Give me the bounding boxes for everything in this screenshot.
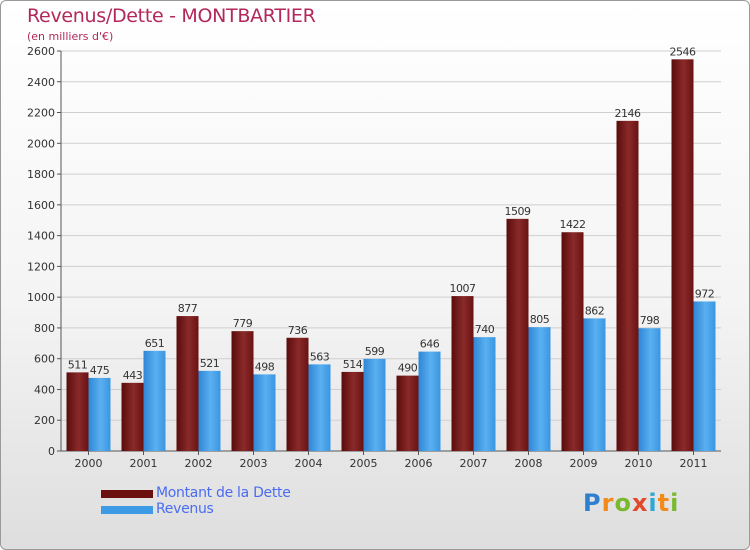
data-label-revenue: 651 [145,337,165,350]
y-tick-label: 2600 [27,45,55,58]
data-label-revenue: 646 [420,338,440,351]
y-tick-label: 200 [34,414,55,427]
data-label-debt: 443 [123,369,143,382]
x-tick-label: 2002 [185,457,213,470]
data-label-revenue: 862 [585,304,605,317]
data-label-debt: 2146 [615,107,641,120]
bar-revenue [583,318,606,451]
logo-letter: o [614,489,632,517]
y-tick-label: 2400 [27,76,55,89]
bar-revenue [528,327,551,451]
bar-debt [121,382,144,451]
proxiti-logo: Proxiti [583,489,679,517]
data-label-debt: 877 [178,302,198,315]
y-tick-label: 600 [34,353,55,366]
bar-debt [341,371,364,451]
data-label-revenue: 740 [475,323,495,336]
x-tick-label: 2003 [240,457,268,470]
y-tick-label: 1200 [27,260,55,273]
y-tick-label: 1800 [27,168,55,181]
x-tick-label: 2004 [295,457,323,470]
logo-letter: P [583,489,602,517]
data-label-debt: 1509 [505,205,531,218]
legend-label-debt: Montant de la Dette [156,485,291,501]
data-label-revenue: 521 [200,357,220,370]
data-label-debt: 779 [233,317,253,330]
bar-revenue [363,358,386,451]
x-tick-label: 2001 [130,457,158,470]
x-tick-label: 2009 [570,457,598,470]
bar-debt [506,218,529,451]
data-label-revenue: 972 [695,287,715,300]
bar-debt [231,331,254,451]
data-label-debt: 2546 [670,45,696,58]
y-tick-label: 1600 [27,199,55,212]
data-label-debt: 1422 [560,218,586,231]
y-tick-label: 400 [34,383,55,396]
bar-debt [396,375,419,451]
chart-title: Revenus/Dette - MONTBARTIER [27,5,316,27]
data-label-revenue: 475 [90,364,110,377]
x-tick-label: 2000 [75,457,103,470]
y-tick-label: 800 [34,322,55,335]
data-label-revenue: 798 [640,314,660,327]
logo-letter: r [601,489,615,517]
logo-letter: x [631,489,649,517]
bar-revenue [88,377,111,451]
legend-label-revenue: Revenus [156,501,214,517]
bar-revenue [308,364,331,451]
data-label-revenue: 498 [255,360,275,373]
bar-debt [176,316,199,451]
bar-debt [451,296,474,451]
x-tick-label: 2005 [350,457,378,470]
data-label-revenue: 599 [365,345,385,358]
x-tick-label: 2010 [625,457,653,470]
data-label-debt: 1007 [450,282,476,295]
bar-debt [671,59,694,452]
bar-revenue [418,351,441,451]
bar-revenue [198,370,221,451]
y-tick-label: 0 [48,445,55,458]
x-tick-label: 2008 [515,457,543,470]
logo-letter: i [648,489,658,517]
bar-revenue [693,301,716,451]
logo-letter: t [657,489,671,517]
data-label-debt: 490 [398,362,418,375]
bar-revenue [253,374,276,451]
y-tick-label: 1400 [27,230,55,243]
data-label-debt: 511 [68,358,88,371]
bar-revenue [638,328,661,451]
bar-debt [561,232,584,451]
bar-debt [66,372,89,451]
bar-revenue [473,337,496,451]
bar-debt [616,120,639,451]
y-tick-label: 1000 [27,291,55,304]
y-tick-label: 2000 [27,137,55,150]
data-label-revenue: 563 [310,350,330,363]
x-tick-label: 2011 [680,457,708,470]
data-label-debt: 514 [343,358,363,371]
x-tick-label: 2006 [405,457,433,470]
data-label-revenue: 805 [530,313,550,326]
x-tick-label: 2007 [460,457,488,470]
legend-swatch-debt [101,490,153,498]
logo-letter: i [670,489,680,517]
y-tick-label: 2200 [27,107,55,120]
bar-debt [286,337,309,451]
chart-subtitle: (en milliers d'€) [27,30,114,43]
bar-revenue [143,350,166,451]
legend-swatch-revenue [101,506,153,514]
data-label-debt: 736 [288,324,308,337]
